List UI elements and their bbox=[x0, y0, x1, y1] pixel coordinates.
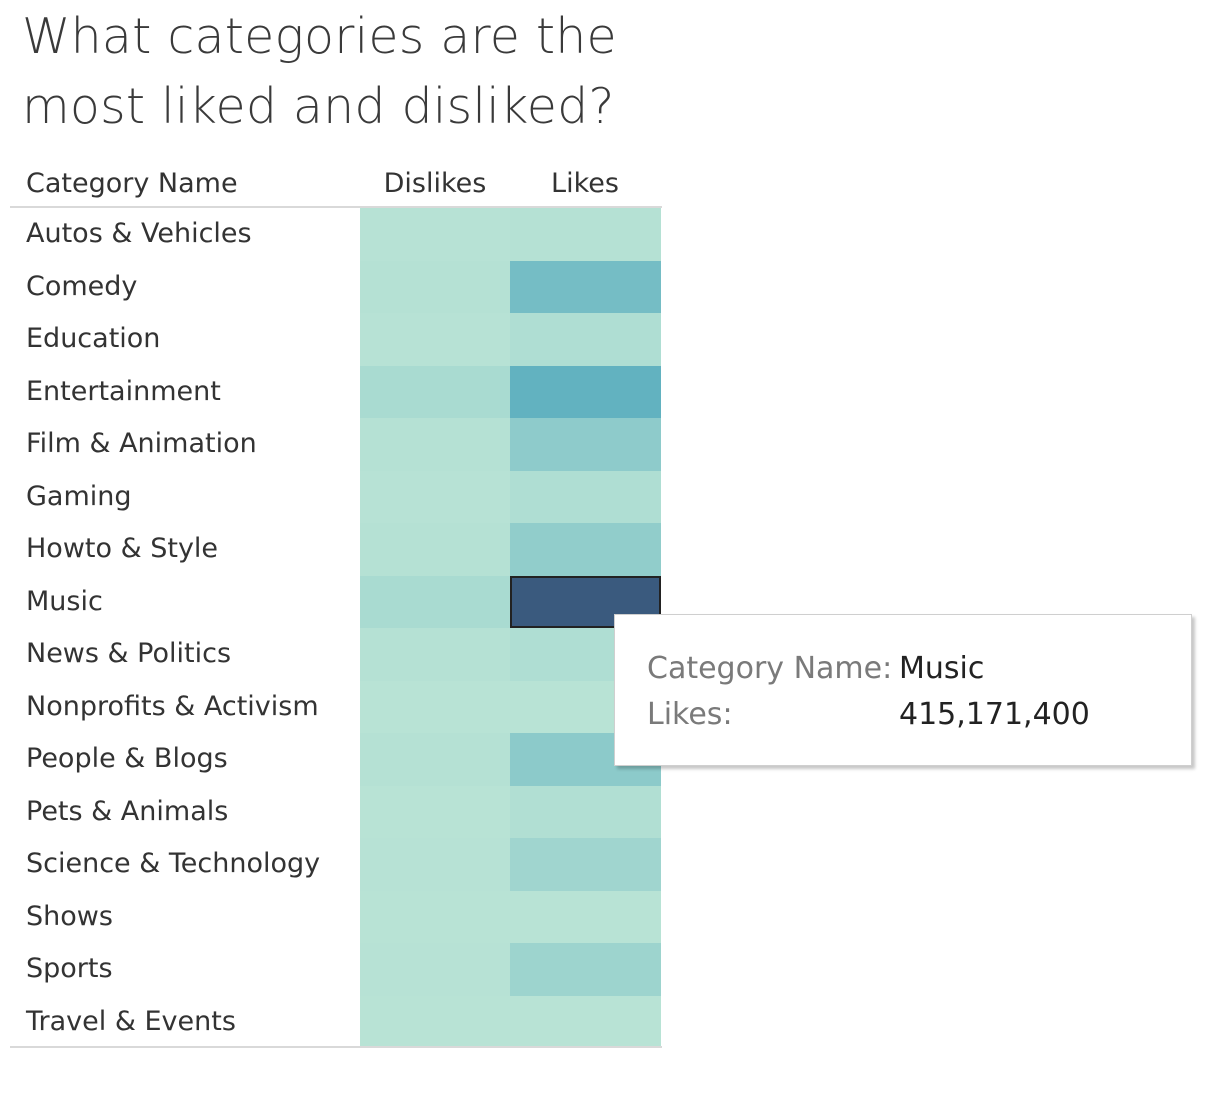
heatmap-cell-dislikes[interactable] bbox=[360, 733, 510, 786]
tooltip-likes-label: Likes: bbox=[647, 697, 733, 732]
category-label[interactable]: News & Politics bbox=[26, 638, 232, 669]
tooltip-likes-line: Likes: 415,171,400 bbox=[647, 695, 1090, 735]
table-row: Comedy bbox=[0, 260, 662, 313]
heatmap-cell-dislikes[interactable] bbox=[360, 260, 510, 313]
heatmap-cell-dislikes[interactable] bbox=[360, 523, 510, 576]
heatmap-cell-likes[interactable] bbox=[510, 838, 661, 891]
table-row: Shows bbox=[0, 890, 662, 943]
table-row: Autos & Vehicles bbox=[0, 208, 662, 261]
category-label[interactable]: Shows bbox=[26, 900, 113, 932]
header-divider bbox=[10, 206, 662, 208]
table-row: Travel & Events bbox=[0, 995, 662, 1048]
table-bottom-divider bbox=[10, 1046, 662, 1048]
heatmap-cell-dislikes[interactable] bbox=[360, 208, 510, 261]
category-label[interactable]: Sports bbox=[26, 953, 113, 984]
table-row: Pets & Animals bbox=[0, 785, 662, 838]
chart-title: What categories are the most liked and d… bbox=[22, 8, 617, 135]
table-row: Education bbox=[0, 313, 662, 366]
column-header-category: Category Name bbox=[26, 168, 238, 199]
heatmap-cell-dislikes[interactable] bbox=[360, 995, 510, 1048]
heatmap-cell-likes[interactable] bbox=[510, 995, 661, 1048]
category-label[interactable]: Gaming bbox=[26, 480, 132, 512]
heatmap-cell-dislikes[interactable] bbox=[360, 890, 510, 943]
tooltip-likes-value: 415,171,400 bbox=[899, 697, 1090, 732]
heatmap-cell-dislikes[interactable] bbox=[360, 418, 510, 471]
table-row: Gaming bbox=[0, 470, 662, 523]
table-row: Film & Animation bbox=[0, 418, 662, 471]
category-label[interactable]: Education bbox=[26, 323, 161, 354]
heatmap-cell-dislikes[interactable] bbox=[360, 365, 510, 418]
heatmap-cell-dislikes[interactable] bbox=[360, 838, 510, 891]
table-row: People & Blogs bbox=[0, 733, 662, 786]
category-label[interactable]: Music bbox=[26, 585, 103, 617]
table-row: Howto & Style bbox=[0, 523, 662, 576]
heatmap-cell-likes[interactable] bbox=[510, 470, 661, 523]
heatmap-cell-dislikes[interactable] bbox=[360, 785, 510, 838]
heatmap-cell-dislikes[interactable] bbox=[360, 628, 510, 681]
tooltip-category-label: Category Name: bbox=[647, 651, 893, 686]
category-label[interactable]: Film & Animation bbox=[26, 428, 257, 459]
heatmap-cell-dislikes[interactable] bbox=[360, 943, 510, 996]
table-row: Nonprofits & Activism bbox=[0, 680, 662, 733]
heatmap-cell-likes[interactable] bbox=[510, 890, 661, 943]
heatmap-cell-likes[interactable] bbox=[510, 208, 661, 261]
heatmap-cell-likes[interactable] bbox=[510, 313, 661, 366]
heatmap-cell-dislikes[interactable] bbox=[360, 680, 510, 733]
table-row: Science & Technology bbox=[0, 838, 662, 891]
table-row: Sports bbox=[0, 943, 662, 996]
tooltip-category-value: Music bbox=[899, 651, 985, 686]
column-header-dislikes[interactable]: Dislikes bbox=[383, 168, 487, 199]
category-label[interactable]: People & Blogs bbox=[26, 743, 228, 774]
table-row: Music bbox=[0, 575, 662, 628]
tooltip-category-line: Category Name: Music bbox=[647, 649, 984, 689]
category-label[interactable]: Pets & Animals bbox=[26, 795, 229, 827]
category-label[interactable]: Comedy bbox=[26, 270, 138, 302]
heatmap-cell-likes[interactable] bbox=[510, 418, 661, 471]
table-row: News & Politics bbox=[0, 628, 662, 681]
category-label[interactable]: Science & Technology bbox=[26, 848, 321, 879]
category-label[interactable]: Autos & Vehicles bbox=[26, 218, 252, 249]
table-row: Entertainment bbox=[0, 365, 662, 418]
category-label[interactable]: Travel & Events bbox=[26, 1005, 236, 1037]
category-label[interactable]: Nonprofits & Activism bbox=[26, 690, 319, 722]
heatmap-cell-likes[interactable] bbox=[510, 365, 661, 418]
heatmap-cell-dislikes[interactable] bbox=[360, 313, 510, 366]
heatmap-cell-likes[interactable] bbox=[510, 523, 661, 576]
heatmap-cell-dislikes[interactable] bbox=[360, 575, 510, 628]
tooltip: Category Name: Music Likes: 415,171,400 bbox=[614, 614, 1192, 766]
heatmap-cell-likes[interactable] bbox=[510, 785, 661, 838]
category-label[interactable]: Entertainment bbox=[26, 375, 221, 407]
heatmap-cell-dislikes[interactable] bbox=[360, 470, 510, 523]
heatmap-cell-likes[interactable] bbox=[510, 260, 661, 313]
heatmap-cell-likes[interactable] bbox=[510, 943, 661, 996]
column-header-likes[interactable]: Likes bbox=[551, 168, 619, 199]
category-label[interactable]: Howto & Style bbox=[26, 533, 219, 564]
